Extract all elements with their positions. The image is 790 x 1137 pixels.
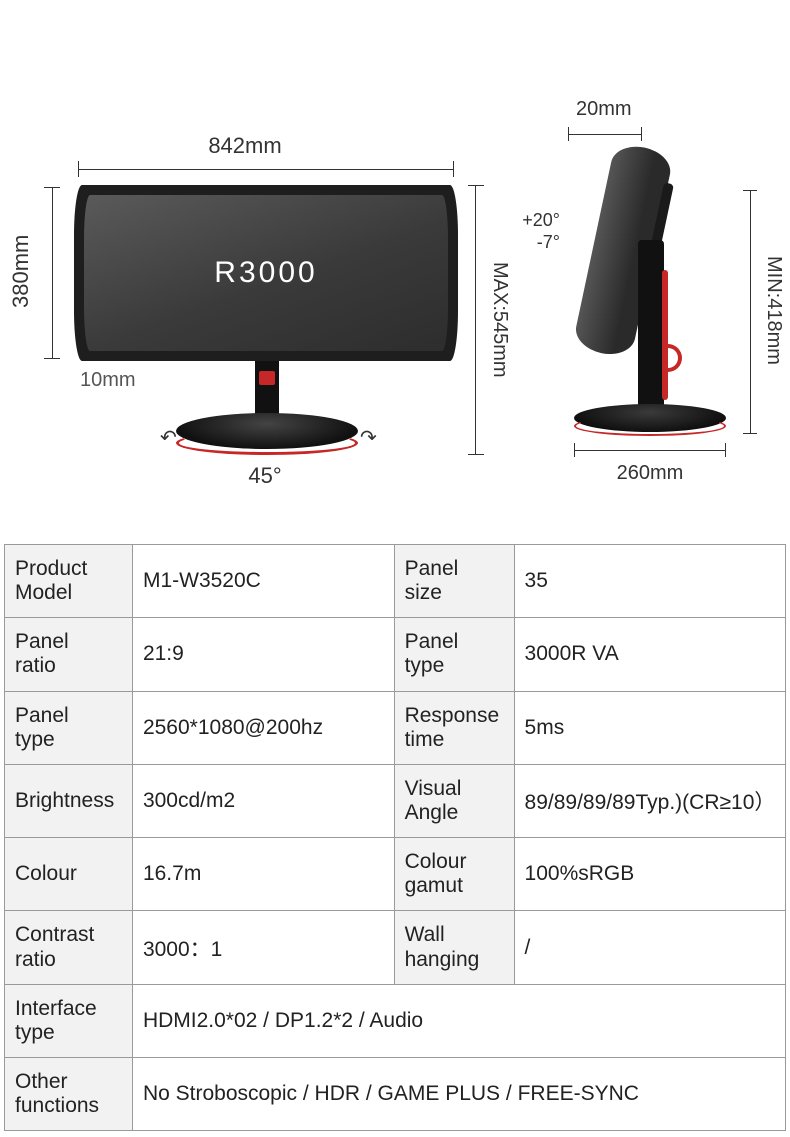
height-dimension-label: 380mm: [8, 185, 34, 357]
spec-label: Interfacetype: [5, 984, 133, 1057]
spec-label: Paneltype: [5, 691, 133, 764]
stand-base-ring-front: [176, 431, 358, 455]
panel-depth-label: 20mm: [576, 98, 632, 121]
swivel-arrow-right-icon: ↶: [360, 425, 377, 450]
table-row: Paneltype2560*1080@200hzResponsetime5ms: [5, 691, 786, 764]
tilt-up-label: +20°: [510, 210, 560, 232]
table-row: Contrastratio3000：1Wallhanging/: [5, 911, 786, 984]
spec-table: ProductModelM1-W3520CPanelsize35Panelrat…: [4, 544, 786, 1131]
spec-value: 3000R VA: [514, 618, 785, 691]
spec-value: 3000：1: [132, 911, 394, 984]
spec-value: 100%sRGB: [514, 838, 785, 911]
spec-label: Responsetime: [394, 691, 514, 764]
table-row: Colour16.7mColourgamut100%sRGB: [5, 838, 786, 911]
spec-value: 2560*1080@200hz: [132, 691, 394, 764]
front-view: 842mm 380mm R3000 10mm ↶ ↶ 45° MAX:545mm: [10, 165, 480, 515]
stand-neck-side-accent: [662, 270, 668, 400]
stand-neck-front: [255, 361, 279, 419]
spec-label: Colour: [5, 838, 133, 911]
tilt-down-label: -7°: [510, 232, 560, 254]
spec-label: Paneltype: [394, 618, 514, 691]
spec-label: Brightness: [5, 764, 133, 837]
swivel-angle-label: 45°: [10, 463, 520, 489]
spec-table-body: ProductModelM1-W3520CPanelsize35Panelrat…: [5, 545, 786, 1131]
table-row: Panelratio21:9Paneltype3000R VA: [5, 618, 786, 691]
spec-value: 21:9: [132, 618, 394, 691]
table-row: OtherfunctionsNo Stroboscopic / HDR / GA…: [5, 1057, 786, 1130]
spec-label: Colourgamut: [394, 838, 514, 911]
min-height-label: MIN:418mm: [762, 190, 785, 430]
width-dimension-label: 842mm: [10, 133, 480, 159]
headphone-hook-icon: [664, 344, 682, 372]
spec-value: 16.7m: [132, 838, 394, 911]
spec-label: Otherfunctions: [5, 1057, 133, 1130]
spec-value: 89/89/89/89Typ.)(CR≥10）: [514, 764, 785, 837]
spec-value: 5ms: [514, 691, 785, 764]
table-row: Brightness300cd/m2VisualAngle89/89/89/89…: [5, 764, 786, 837]
bezel-width-label: 10mm: [80, 369, 136, 392]
spec-label: Panelsize: [394, 545, 514, 618]
max-height-label: MAX:545mm: [488, 187, 511, 453]
swivel-arrow-left-icon: ↶: [160, 425, 177, 450]
dimension-diagram: 842mm 380mm R3000 10mm ↶ ↶ 45° MAX:545mm…: [0, 0, 790, 530]
table-row: InterfacetypeHDMI2.0*02 / DP1.2*2 / Audi…: [5, 984, 786, 1057]
min-height-bracket: [742, 190, 760, 434]
width-dimension-bracket: [78, 159, 454, 181]
spec-value: 300cd/m2: [132, 764, 394, 837]
spec-value: /: [514, 911, 785, 984]
stand-neck-side: [638, 240, 664, 410]
spec-value: HDMI2.0*02 / DP1.2*2 / Audio: [132, 984, 785, 1057]
spec-label: Contrastratio: [5, 911, 133, 984]
base-width-bracket: [574, 442, 726, 458]
height-dimension-bracket: [42, 187, 64, 359]
spec-label: ProductModel: [5, 545, 133, 618]
base-width-label: 260mm: [574, 462, 726, 485]
spec-value: No Stroboscopic / HDR / GAME PLUS / FREE…: [132, 1057, 785, 1130]
monitor-front-panel: R3000: [74, 185, 458, 361]
stand-neck-accent: [259, 371, 275, 385]
side-view: 20mm +20° -7° MIN:418mm 260mm: [520, 120, 780, 520]
spec-value: M1-W3520C: [132, 545, 394, 618]
stand-base-ring-side: [574, 416, 726, 436]
tilt-angle-labels: +20° -7°: [510, 210, 560, 253]
table-row: ProductModelM1-W3520CPanelsize35: [5, 545, 786, 618]
spec-label: Wallhanging: [394, 911, 514, 984]
curvature-radius-label: R3000: [214, 256, 317, 290]
panel-depth-bracket: [568, 126, 642, 142]
spec-label: Panelratio: [5, 618, 133, 691]
spec-label: VisualAngle: [394, 764, 514, 837]
max-height-bracket: [466, 185, 486, 455]
spec-value: 35: [514, 545, 785, 618]
